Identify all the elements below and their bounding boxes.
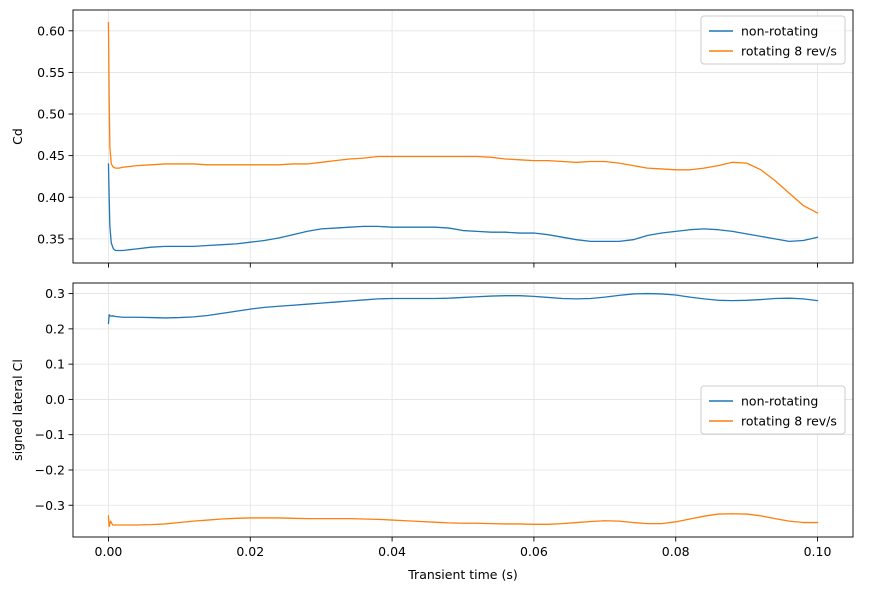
y-tick-label: −0.3 (35, 498, 65, 513)
cl-axes-frame (72, 282, 854, 538)
cl-series (107, 292, 819, 528)
y-tick-label: 0.40 (37, 190, 65, 205)
legend-box (700, 385, 846, 435)
cd-ylabel: Cd (10, 128, 25, 145)
y-tick-label: 0.45 (37, 148, 65, 163)
y-tick-label: 0.35 (37, 231, 65, 246)
x-tick-label: 0.00 (95, 544, 123, 559)
cd-axes-frame (72, 9, 854, 264)
x-tick-label: 0.02 (236, 544, 264, 559)
y-tick-label: 0.0 (45, 392, 65, 407)
x-tick-label: 0.04 (378, 544, 406, 559)
cd-legend: non-rotating rotating 8 rev/s (700, 15, 846, 65)
cd-ticks: 0.35 0.40 0.45 0.50 0.55 0.60 (37, 23, 818, 268)
series-line-non-rotating (107, 292, 819, 325)
y-tick-label: 0.2 (45, 321, 65, 336)
cl-xlabel: Transient time (s) (407, 567, 517, 582)
y-tick-label: 0.1 (45, 357, 65, 372)
y-tick-label: −0.1 (35, 427, 65, 442)
legend-box (700, 15, 846, 65)
x-tick-label: 0.08 (662, 544, 690, 559)
legend-label: non-rotating (741, 24, 818, 39)
cd-panel: 0.35 0.40 0.45 0.50 0.55 0.60 Cd non-rotating… (10, 9, 854, 268)
cl-legend: non-rotating rotating 8 rev/s (700, 385, 846, 435)
series-line-non-rotating (107, 163, 819, 252)
cl-ticks: 0.00 0.02 0.04 0.06 0.08 0.10 −0.3 −0.2 −0.1 0.0 0… (35, 286, 832, 559)
legend-label: non-rotating (741, 394, 818, 409)
x-tick-label: 0.10 (804, 544, 832, 559)
y-tick-label: 0.3 (45, 286, 65, 301)
legend-label: rotating 8 rev/s (741, 44, 837, 59)
series-line-rotating (107, 513, 819, 528)
y-tick-label: −0.2 (35, 462, 65, 477)
cl-ylabel: signed lateral Cl (10, 359, 25, 461)
legend-label: rotating 8 rev/s (741, 414, 837, 429)
cd-series (107, 21, 819, 252)
y-tick-label: 0.60 (37, 23, 65, 38)
cl-panel: 0.00 0.02 0.04 0.06 0.08 0.10 −0.3 −0.2 −0.1 0.0 0… (10, 282, 854, 582)
series-line-rotating (107, 21, 819, 214)
x-tick-label: 0.06 (520, 544, 548, 559)
y-tick-label: 0.55 (37, 65, 65, 80)
y-tick-label: 0.50 (37, 107, 65, 122)
